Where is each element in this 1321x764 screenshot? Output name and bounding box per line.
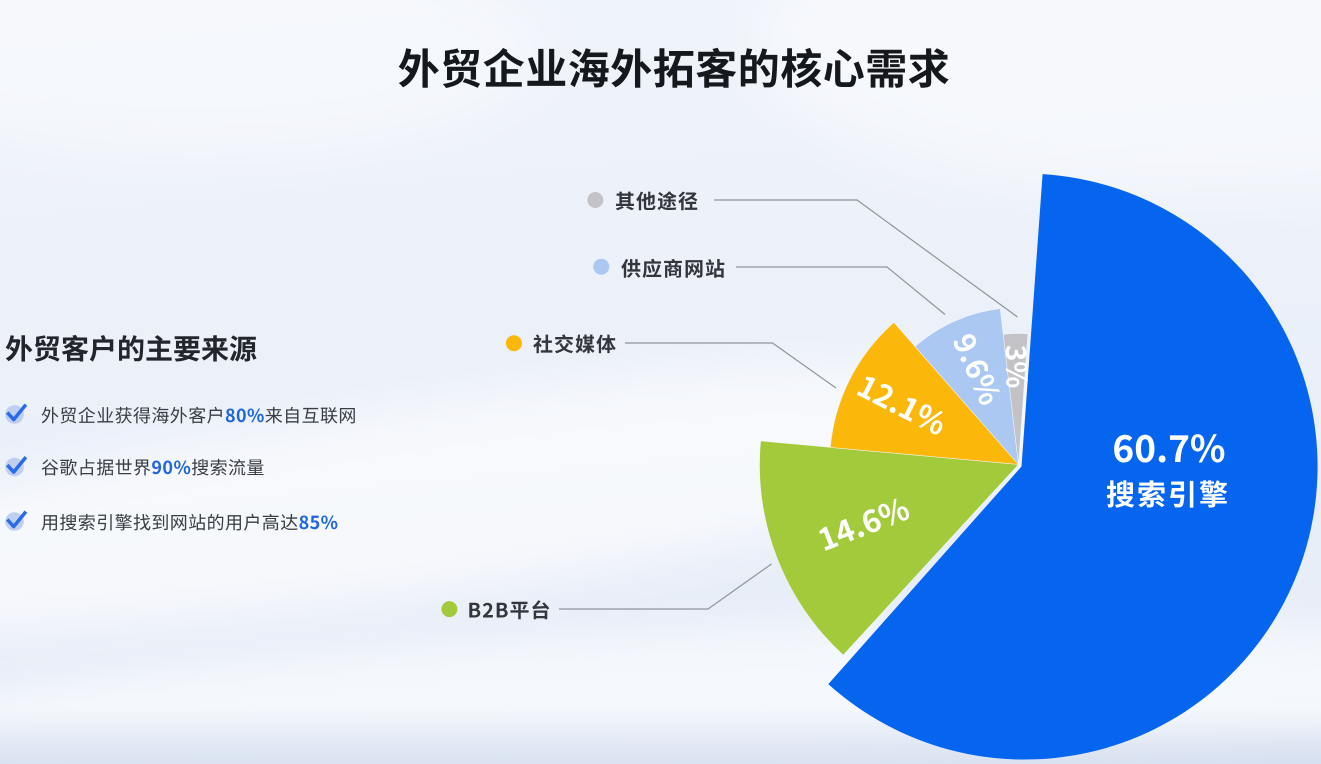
svg-text:B2B平台: B2B平台 [468,595,552,624]
svg-text:3%: 3% [997,344,1038,388]
svg-text:60.7%: 60.7% [1112,419,1225,473]
svg-text:搜索引擎: 搜索引擎 [1106,472,1230,514]
svg-text:社交媒体: 社交媒体 [533,329,617,358]
svg-text:供应商网站: 供应商网站 [621,253,726,282]
svg-text:其他途径: 其他途径 [615,186,699,215]
